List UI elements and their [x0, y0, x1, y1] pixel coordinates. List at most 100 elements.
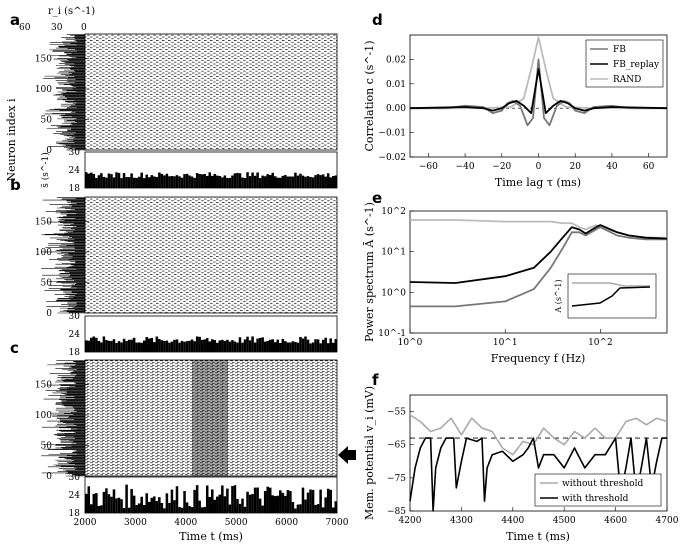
- hist-bar: [102, 176, 106, 188]
- hist-bar: [132, 495, 136, 513]
- hist-bar: [266, 340, 269, 352]
- y-tick-label: −0.01: [378, 129, 406, 139]
- membrane-potential-xlabel: Time t (ms): [506, 530, 570, 543]
- hist-bar: [248, 176, 252, 188]
- y-tick-label: −55: [387, 408, 406, 418]
- hist-bar: [145, 493, 148, 513]
- spectrum-line: [409, 224, 668, 284]
- neuron-tick-label: 100: [35, 411, 52, 421]
- hist-bar: [107, 494, 111, 513]
- y-tick-label: 0.02: [386, 55, 406, 65]
- membrane-line: [409, 414, 668, 456]
- x-tick-label: 4300: [450, 516, 473, 526]
- hist-bar: [155, 501, 159, 513]
- hist-bar: [263, 176, 267, 188]
- neuron-tick-label: 150: [35, 54, 52, 64]
- x-tick-label: −20: [492, 162, 511, 172]
- hist-bar: [311, 342, 315, 352]
- hist-bar: [304, 336, 307, 352]
- neuron-tick-label: 0: [46, 309, 52, 319]
- hist-bar: [216, 496, 219, 513]
- hist-bar: [246, 491, 249, 513]
- hist-bar: [306, 339, 310, 352]
- neuron-tick-label: 50: [41, 115, 53, 125]
- hist-bar: [271, 339, 274, 352]
- hist-bar: [211, 175, 214, 188]
- hist-bar: [85, 172, 88, 188]
- neuron-tick-label: 50: [41, 278, 53, 288]
- hist-bar: [286, 490, 290, 513]
- hist-bar: [218, 176, 222, 188]
- x-tick-label: −60: [419, 162, 438, 172]
- hist-bar: [256, 172, 259, 188]
- hist-bar: [148, 177, 151, 188]
- hist-bar: [132, 337, 136, 352]
- hist-bar: [243, 506, 247, 513]
- hist-bar: [236, 498, 239, 513]
- hist-bar: [145, 174, 148, 188]
- legend-fb-replay: FB_replay: [613, 60, 660, 70]
- hist-bar: [195, 485, 199, 513]
- hist-bar: [216, 175, 219, 188]
- rate-profile-a: [43, 34, 85, 151]
- hist-bar: [117, 497, 121, 513]
- membrane-line: [409, 437, 667, 512]
- hist-bar: [233, 173, 237, 188]
- hist-bar: [158, 338, 161, 352]
- hist-bar: [205, 485, 209, 513]
- hist-bar: [329, 177, 332, 188]
- hist-bar: [228, 504, 232, 513]
- neuron-tick-label: 50: [41, 441, 53, 451]
- hist-bar: [314, 339, 317, 352]
- x-tick-label: 20: [569, 162, 581, 172]
- correlation-line: [410, 58, 667, 127]
- hist-bar: [117, 172, 121, 188]
- hist-bar: [261, 175, 264, 188]
- hist-bar: [125, 177, 128, 188]
- hist-bar: [170, 489, 174, 513]
- hist-bar: [165, 173, 169, 188]
- hist-bar: [185, 173, 189, 188]
- rate-tick-30: 30: [51, 23, 63, 33]
- membrane-potential-legend: without threshold with threshold: [534, 473, 662, 507]
- pop-rate-ticks-a: 18 24 30: [69, 148, 81, 194]
- y-tick-label: −0.02: [378, 153, 406, 163]
- pop-rate-tick-label: 30: [69, 312, 81, 322]
- hist-bar: [274, 342, 277, 352]
- hist-bar: [140, 342, 143, 352]
- hist-bar: [258, 498, 262, 513]
- hist-bar: [115, 498, 118, 513]
- raster-panel-b: 0 50 100 150: [35, 196, 338, 319]
- hist-bar: [231, 175, 234, 188]
- hist-bar: [261, 337, 264, 352]
- hist-bar: [120, 342, 123, 352]
- hist-bar: [321, 507, 325, 513]
- hist-bar: [163, 340, 166, 352]
- hist-bar: [266, 174, 269, 188]
- hist-bar: [185, 502, 189, 513]
- hist-bar: [218, 494, 222, 513]
- hist-bar: [137, 342, 141, 352]
- time-axis-label: Time t (ms): [179, 530, 243, 543]
- hist-bar: [314, 504, 317, 513]
- hist-bar: [319, 489, 322, 513]
- hist-bar: [246, 336, 249, 352]
- hist-bar: [122, 338, 126, 352]
- hist-bar: [248, 494, 252, 513]
- pop-rate-tick-label: 24: [69, 166, 81, 176]
- hist-bar: [140, 172, 143, 188]
- hist-bar: [319, 175, 322, 188]
- hist-bar: [251, 336, 254, 352]
- y-tick-label: −85: [387, 507, 406, 517]
- hist-bar: [170, 341, 174, 352]
- neuron-tick-label: 100: [35, 248, 52, 258]
- neuron-ticks-b: 0 50 100 150: [35, 217, 89, 319]
- hist-bar: [231, 486, 234, 513]
- hist-bar: [175, 175, 179, 188]
- spectrum-line: [410, 226, 667, 308]
- hist-bar: [153, 176, 156, 188]
- hist-bar: [193, 489, 196, 513]
- hist-bar: [203, 339, 206, 352]
- neuron-tick-label: 150: [35, 380, 52, 390]
- hist-bar: [90, 172, 93, 188]
